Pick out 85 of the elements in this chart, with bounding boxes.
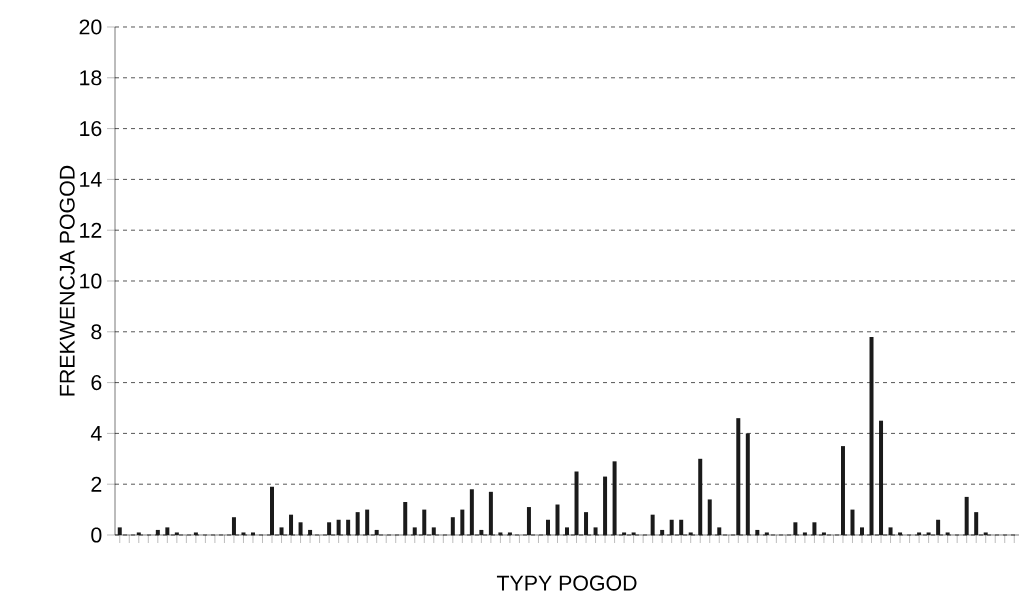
bar <box>698 458 703 535</box>
bar <box>479 529 484 535</box>
bar <box>507 532 512 535</box>
bar <box>289 514 294 535</box>
bar <box>193 532 198 535</box>
bar <box>270 486 275 535</box>
bar <box>412 527 417 535</box>
bar <box>821 532 826 535</box>
bar <box>327 522 332 535</box>
bar <box>840 446 845 535</box>
bar <box>231 517 236 535</box>
y-tick-label: 18 <box>80 70 102 86</box>
bar <box>584 512 589 535</box>
bar <box>565 527 570 535</box>
bar <box>926 532 931 535</box>
bar <box>241 532 246 535</box>
bar <box>460 509 465 535</box>
bar <box>403 501 408 535</box>
bar <box>365 509 370 535</box>
bar <box>802 532 807 535</box>
bar <box>669 519 674 535</box>
bar <box>488 491 493 535</box>
bar <box>688 532 693 535</box>
bar <box>612 461 617 535</box>
bar <box>298 522 303 535</box>
bar <box>898 532 903 535</box>
bar <box>346 519 351 535</box>
bar <box>603 476 608 535</box>
bar <box>717 527 722 535</box>
bar <box>555 504 560 535</box>
bar <box>422 509 427 535</box>
y-tick-label: 12 <box>80 222 102 238</box>
bar <box>879 420 884 535</box>
bar <box>469 489 474 535</box>
bar <box>888 527 893 535</box>
y-tick-label: 16 <box>80 121 102 137</box>
y-tick-label: 2 <box>91 476 102 492</box>
bar <box>155 529 160 535</box>
bar <box>165 527 170 535</box>
bar <box>945 532 950 535</box>
bar <box>964 496 969 535</box>
bar <box>355 512 360 535</box>
bar <box>917 532 922 535</box>
bar <box>745 433 750 535</box>
bar <box>526 507 531 535</box>
bar <box>850 509 855 535</box>
y-tick-label: 20 <box>79 19 102 35</box>
bar <box>117 527 122 535</box>
y-tick-label: 6 <box>91 375 102 391</box>
y-tick-label: 4 <box>90 426 102 441</box>
y-tick-label: 8 <box>91 324 102 340</box>
bar <box>174 532 179 535</box>
bar <box>660 529 665 535</box>
bar <box>308 529 313 535</box>
bar <box>450 517 455 535</box>
bar <box>593 527 598 535</box>
bar <box>860 527 864 535</box>
bar <box>498 532 503 535</box>
bar <box>279 527 284 535</box>
bar <box>136 532 141 535</box>
bar <box>631 532 636 535</box>
bar <box>250 532 255 535</box>
bar <box>336 519 341 535</box>
bar <box>974 512 979 535</box>
bar <box>679 519 684 535</box>
bar <box>374 529 379 535</box>
bar <box>764 532 769 535</box>
bar <box>622 532 627 535</box>
x-axis-title: TYPY POGOD <box>496 575 637 591</box>
y-tick-label: 14 <box>80 172 102 187</box>
bar <box>936 519 941 535</box>
bar <box>793 522 798 535</box>
bar <box>574 471 579 535</box>
bar <box>736 418 741 535</box>
y-tick-label: 10 <box>80 273 102 289</box>
bar <box>545 519 550 535</box>
bar <box>812 522 817 535</box>
bar <box>983 532 988 535</box>
bar <box>650 514 655 535</box>
y-tick-label: 0 <box>91 527 102 543</box>
bar <box>755 529 760 535</box>
bar <box>869 336 874 535</box>
bar <box>431 527 436 535</box>
bar <box>707 499 712 535</box>
y-axis-title: FREKWENCJA POGOD <box>59 165 75 396</box>
